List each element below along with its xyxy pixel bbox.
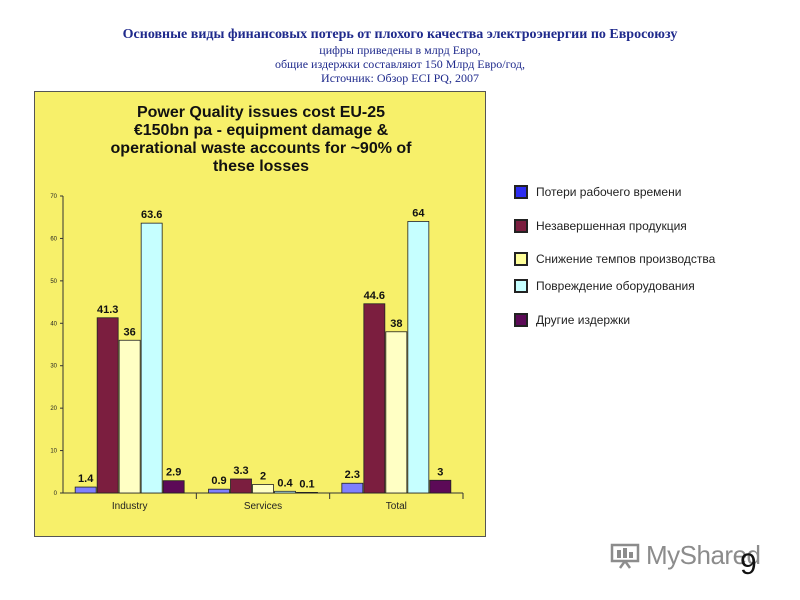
- slide-subtitle-2: общие издержки составляют 150 Млрд Евро/…: [274, 57, 526, 71]
- bar: [296, 491, 318, 494]
- bar: [363, 303, 386, 494]
- chart-panel: Power Quality issues cost EU-25 €150bn p…: [34, 91, 486, 537]
- bar: [140, 222, 163, 494]
- bar: [162, 480, 185, 494]
- presentation-board-icon: [610, 543, 640, 569]
- bar: [341, 482, 364, 494]
- data-label: 2.3: [345, 469, 360, 481]
- bar: [74, 486, 97, 494]
- y-tick-label: 60: [50, 236, 57, 242]
- y-tick-label: 20: [50, 406, 57, 412]
- chart-title-line-2: €150bn pa - equipment damage &: [133, 122, 389, 139]
- chart-title-line-1: Power Quality issues cost EU-25: [136, 104, 386, 121]
- chart-title-line-4: these losses: [212, 158, 310, 175]
- legend-item-5: Другие издержки: [514, 310, 630, 330]
- bar: [96, 317, 119, 494]
- legend-label-3: Снижение темпов производства: [536, 252, 716, 266]
- data-label: 3: [437, 466, 443, 478]
- x-category-label: Total: [386, 501, 407, 512]
- legend-swatch-5: [514, 313, 528, 327]
- data-label: 36: [124, 326, 136, 338]
- data-label: 64: [412, 207, 425, 219]
- legend-swatch-3: [514, 252, 528, 266]
- slide-subtitle-3: Источник: Обзор ECI PQ, 2007: [321, 71, 479, 85]
- legend-label-1: Потери рабочего времени: [536, 185, 682, 199]
- data-label: 3.3: [233, 465, 248, 477]
- data-label: 0.1: [299, 478, 314, 490]
- bar: [429, 479, 452, 494]
- legend-item-3: Снижение темпов производства: [514, 249, 715, 269]
- data-label: 2.9: [166, 467, 181, 479]
- slide-subtitle-1: цифры приведены в млрд Евро,: [319, 43, 481, 57]
- y-tick-label: 30: [50, 364, 57, 370]
- slide-title: Основные виды финансовых потерь от плохо…: [122, 27, 678, 42]
- y-tick-label: 70: [50, 194, 57, 200]
- y-tick-label: 40: [50, 321, 57, 327]
- bar: [385, 331, 408, 494]
- chart-title: Power Quality issues cost EU-25 €150bn p…: [35, 104, 487, 176]
- legend-item-1: Потери рабочего времени: [514, 182, 681, 202]
- myshared-logo[interactable]: MyShared: [606, 537, 786, 577]
- y-tick-label: 50: [50, 279, 57, 285]
- y-tick-label: 0: [54, 491, 58, 497]
- data-label: 0.4: [277, 477, 293, 489]
- bar: [118, 339, 141, 494]
- bar: [274, 490, 296, 494]
- legend-label-5: Другие издержки: [536, 313, 631, 327]
- logo-text: MyShared: [646, 540, 761, 570]
- bar: [230, 478, 252, 494]
- slide-header: Основные виды финансовых потерь от плохо…: [0, 26, 800, 85]
- data-label: 41.3: [97, 304, 118, 316]
- legend-item-2: Незавершенная продукция: [514, 216, 687, 236]
- data-label: 63.6: [141, 209, 162, 221]
- chart-title-line-3: operational waste accounts for ~90% of: [110, 140, 412, 157]
- data-label: 1.4: [78, 473, 94, 485]
- data-label: 2: [260, 471, 266, 483]
- page-number: 9: [740, 548, 757, 581]
- data-label: 44.6: [364, 290, 385, 302]
- bar: [407, 221, 430, 494]
- legend-item-4: Повреждение оборудования: [514, 276, 695, 296]
- legend-swatch-2: [514, 219, 528, 233]
- legend-swatch-4: [514, 279, 528, 293]
- legend-label-4: Повреждение оборудования: [536, 279, 695, 293]
- legend-swatch-1: [514, 185, 528, 199]
- bar-chart-plot: 0 10 20 30 40 50 60 70 1.4 41.3 36 63.6 2.9 Industry 0…: [50, 194, 464, 512]
- x-category-label: Services: [244, 501, 282, 512]
- data-label: 0.9: [211, 475, 226, 487]
- bar: [252, 484, 274, 494]
- bar: [208, 488, 230, 494]
- legend-label-2: Незавершенная продукция: [536, 219, 687, 233]
- x-category-label: Industry: [112, 501, 148, 512]
- y-tick-label: 10: [50, 449, 57, 455]
- data-label: 38: [390, 318, 402, 330]
